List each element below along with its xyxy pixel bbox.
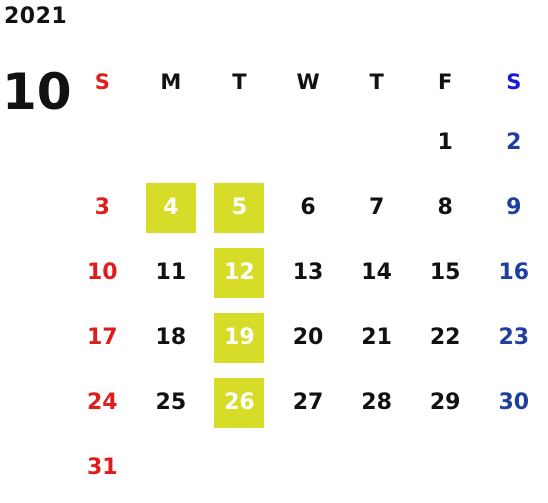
calendar-day[interactable]: 11 <box>155 260 187 285</box>
calendar-day[interactable]: 21 <box>361 325 392 350</box>
calendar-grid: S M T W T F S 1 2 3 4 5 6 7 8 9 10 11 12 13 14 15 16 17 1… <box>68 54 548 500</box>
calendar-day[interactable]: 28 <box>361 390 392 415</box>
calendar-day-cell: 11 <box>137 240 206 305</box>
calendar-week-row: 17 18 19 20 21 22 23 <box>68 305 548 370</box>
calendar-day[interactable]: 1 <box>437 130 453 155</box>
calendar-day-cell: 23 <box>479 305 548 370</box>
calendar-day[interactable]: 20 <box>292 325 324 350</box>
calendar-day[interactable]: 27 <box>292 390 324 415</box>
calendar-week-row: 24 25 26 27 28 29 30 <box>68 370 548 435</box>
calendar-day[interactable]: 14 <box>361 260 392 285</box>
highlighted-day[interactable]: 4 <box>145 182 196 233</box>
highlighted-day[interactable]: 26 <box>214 377 265 428</box>
calendar-day-cell: 22 <box>411 305 480 370</box>
calendar-day-cell: 26 <box>205 370 274 435</box>
calendar-day-cell: 19 <box>205 305 274 370</box>
highlighted-day[interactable]: 12 <box>214 247 265 298</box>
calendar-day[interactable]: 29 <box>429 390 461 415</box>
calendar-day-cell <box>479 435 548 500</box>
calendar-day-cell: 21 <box>342 305 411 370</box>
calendar-day-cell: 17 <box>68 305 137 370</box>
calendar-day[interactable]: 15 <box>429 260 461 285</box>
calendar-day-cell <box>137 110 206 175</box>
calendar-day-cell: 29 <box>411 370 480 435</box>
calendar-day[interactable]: 22 <box>429 325 461 350</box>
calendar-day[interactable]: 30 <box>498 390 530 415</box>
calendar-day-cell: 14 <box>342 240 411 305</box>
calendar-month: 10 <box>2 63 72 121</box>
calendar-day-cell: 8 <box>411 175 480 240</box>
calendar-week-row: 31 <box>68 435 548 500</box>
calendar-day-cell <box>68 110 137 175</box>
calendar-day-cell: 15 <box>411 240 480 305</box>
calendar-day-cell <box>205 435 274 500</box>
calendar-day-cell: 16 <box>479 240 548 305</box>
calendar-day[interactable]: 16 <box>498 260 530 285</box>
calendar-year: 2021 <box>4 4 68 29</box>
weekday-header-sunday: S <box>94 70 110 94</box>
weekday-header-monday: M <box>160 70 182 94</box>
calendar-day-cell: 6 <box>274 175 343 240</box>
calendar-day-cell: 12 <box>205 240 274 305</box>
weekday-header-row: S M T W T F S <box>68 54 548 110</box>
calendar-day-cell: 10 <box>68 240 137 305</box>
calendar-day[interactable]: 3 <box>94 195 110 220</box>
calendar-day[interactable]: 18 <box>155 325 187 350</box>
calendar-day-cell <box>342 435 411 500</box>
calendar-day-cell <box>274 435 343 500</box>
calendar-day-cell: 5 <box>205 175 274 240</box>
calendar-day-cell <box>205 110 274 175</box>
calendar-day-cell: 3 <box>68 175 137 240</box>
calendar-day[interactable]: 13 <box>292 260 324 285</box>
calendar-day-cell: 24 <box>68 370 137 435</box>
calendar-day[interactable]: 23 <box>498 325 530 350</box>
calendar-day-cell: 31 <box>68 435 137 500</box>
weekday-header-wednesday: W <box>296 70 320 94</box>
calendar-weeks: 1 2 3 4 5 6 7 8 9 10 11 12 13 14 15 16 17 18 19 20 21 22 23 24 2… <box>68 110 548 500</box>
calendar-week-row: 10 11 12 13 14 15 16 <box>68 240 548 305</box>
calendar-day[interactable]: 8 <box>437 195 453 220</box>
calendar-day-cell <box>411 435 480 500</box>
calendar-day[interactable]: 10 <box>86 260 118 285</box>
calendar-day-cell: 28 <box>342 370 411 435</box>
calendar-day-cell <box>274 110 343 175</box>
calendar-day[interactable]: 17 <box>86 325 118 350</box>
calendar-day-cell: 9 <box>479 175 548 240</box>
calendar-day[interactable]: 6 <box>300 195 316 220</box>
calendar-day-cell: 20 <box>274 305 343 370</box>
calendar-day[interactable]: 2 <box>506 130 522 155</box>
weekday-header-saturday: S <box>506 70 522 94</box>
calendar-day-cell: 27 <box>274 370 343 435</box>
calendar-day-cell: 25 <box>137 370 206 435</box>
weekday-header-friday: F <box>438 70 453 94</box>
calendar-day[interactable]: 31 <box>86 455 118 480</box>
calendar-day[interactable]: 7 <box>368 195 385 220</box>
calendar-day-cell: 1 <box>411 110 480 175</box>
calendar-day-cell: 18 <box>137 305 206 370</box>
calendar-day[interactable]: 9 <box>506 195 522 220</box>
calendar-day-cell <box>342 110 411 175</box>
calendar-day[interactable]: 25 <box>155 390 187 415</box>
calendar-day-cell: 13 <box>274 240 343 305</box>
weekday-header-tuesday: T <box>232 70 247 94</box>
weekday-header-thursday: T <box>369 70 384 94</box>
highlighted-day[interactable]: 5 <box>214 182 265 233</box>
calendar-day[interactable]: 24 <box>86 390 118 415</box>
calendar-day-cell: 2 <box>479 110 548 175</box>
calendar-day-cell: 4 <box>137 175 206 240</box>
calendar-day-cell <box>137 435 206 500</box>
calendar-day-cell: 7 <box>342 175 411 240</box>
calendar-day-cell: 30 <box>479 370 548 435</box>
highlighted-day[interactable]: 19 <box>214 312 265 363</box>
